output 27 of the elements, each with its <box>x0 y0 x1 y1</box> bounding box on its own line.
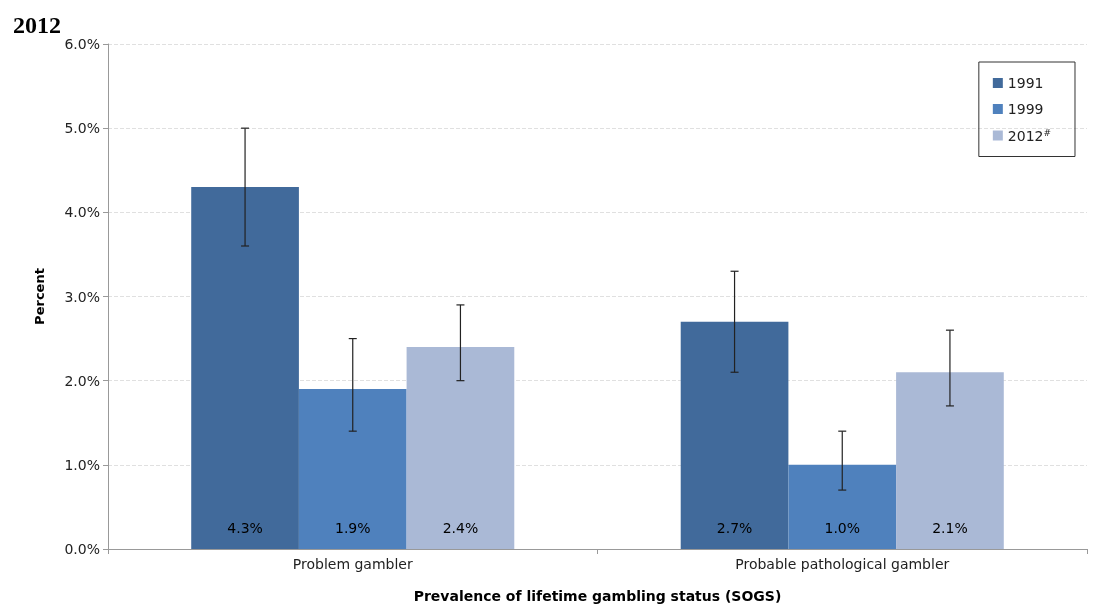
data-label: 2.4% <box>442 520 479 536</box>
y-tick-label: 2.0% <box>64 372 100 389</box>
y-tick-label: 6.0% <box>64 36 100 52</box>
x-tick-label: Probable pathological gambler <box>735 556 950 572</box>
legend-label: 2012# <box>1007 127 1052 144</box>
legend-label: 1999 <box>1007 101 1044 117</box>
y-tick-label: 1.0% <box>64 456 100 473</box>
y-tick-label: 5.0% <box>64 120 100 137</box>
y-tick-label: 0.0% <box>64 541 100 557</box>
bar <box>298 389 407 549</box>
x-tick-label: Problem gambler <box>292 556 413 572</box>
bar <box>788 464 897 549</box>
data-label: 2.7% <box>716 520 753 536</box>
chart-title: 2012 <box>13 12 61 38</box>
bar <box>406 347 515 549</box>
data-label: 1.9% <box>334 520 371 536</box>
data-label: 4.3% <box>227 520 263 536</box>
bar <box>896 372 1004 549</box>
x-axis-title: Prevalence of lifetime gambling status (SOGS) <box>413 588 782 604</box>
data-label: 1.0% <box>824 520 861 536</box>
data-label: 2.1% <box>932 520 968 536</box>
y-tick-label: 3.0% <box>64 288 100 305</box>
bar <box>680 321 789 549</box>
y-tick-label: 4.0% <box>64 204 100 221</box>
legend-label: 1991 <box>1007 75 1044 91</box>
y-axis-title: Percent <box>32 268 47 325</box>
bar <box>191 187 299 549</box>
